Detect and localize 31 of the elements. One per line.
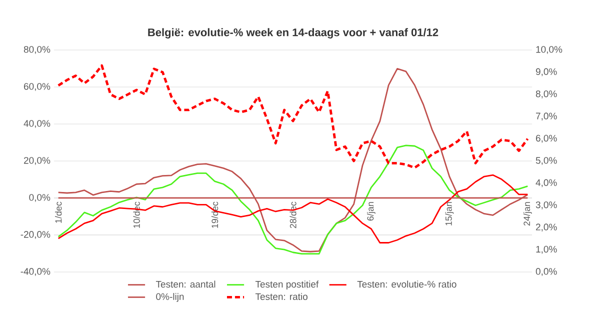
- y-tick-label: 0,0%: [29, 194, 50, 202]
- y-tick-label: -20,0%: [20, 231, 50, 239]
- y2-tick-label: 1,0%: [536, 246, 557, 254]
- legend-label: Testen postitief: [255, 280, 319, 290]
- legend-label: Testen: evolutie-% ratio: [357, 280, 456, 288]
- x-tick-label: 15/jan: [445, 202, 454, 226]
- y2-tick-label: 10,0%: [536, 46, 562, 54]
- y2-tick-label: 9,0%: [536, 68, 557, 76]
- y2-tick-label: 3,0%: [536, 201, 557, 210]
- y-tick-label: 80,0%: [24, 46, 50, 54]
- legend-label: Testen: ratio: [255, 293, 308, 300]
- y-tick-label: 40,0%: [24, 120, 50, 128]
- x-tick-label: 10/dec: [133, 202, 140, 228]
- legend-label: Testen: aantal: [156, 280, 216, 288]
- line-series: [57, 64, 529, 169]
- y2-tick-label: 0,0%: [536, 268, 557, 276]
- y-tick-label: 20,0%: [24, 157, 50, 165]
- y2-tick-label: 7,0%: [536, 112, 557, 121]
- x-tick-label: 19/dec: [211, 202, 218, 228]
- legend-label: 0%-lijn: [156, 293, 184, 302]
- y-tick-label: 60,0%: [24, 83, 50, 91]
- y2-tick-label: 4,0%: [536, 179, 557, 188]
- y2-tick-label: 6,0%: [536, 134, 557, 143]
- y-tick-label: -40,0%: [20, 268, 50, 276]
- y2-tick-label: 8,0%: [536, 90, 557, 98]
- x-tick-label: 6/jan: [367, 202, 376, 221]
- y2-tick-label: 2,0%: [536, 224, 557, 232]
- y2-tick-label: 5,0%: [536, 157, 557, 165]
- x-tick-label: 1/dec: [55, 202, 62, 223]
- chart-title: België: evolutie-% week en 14-daags voor + vanaf 01/12: [148, 28, 438, 38]
- x-tick-label: 24/jan: [523, 202, 532, 226]
